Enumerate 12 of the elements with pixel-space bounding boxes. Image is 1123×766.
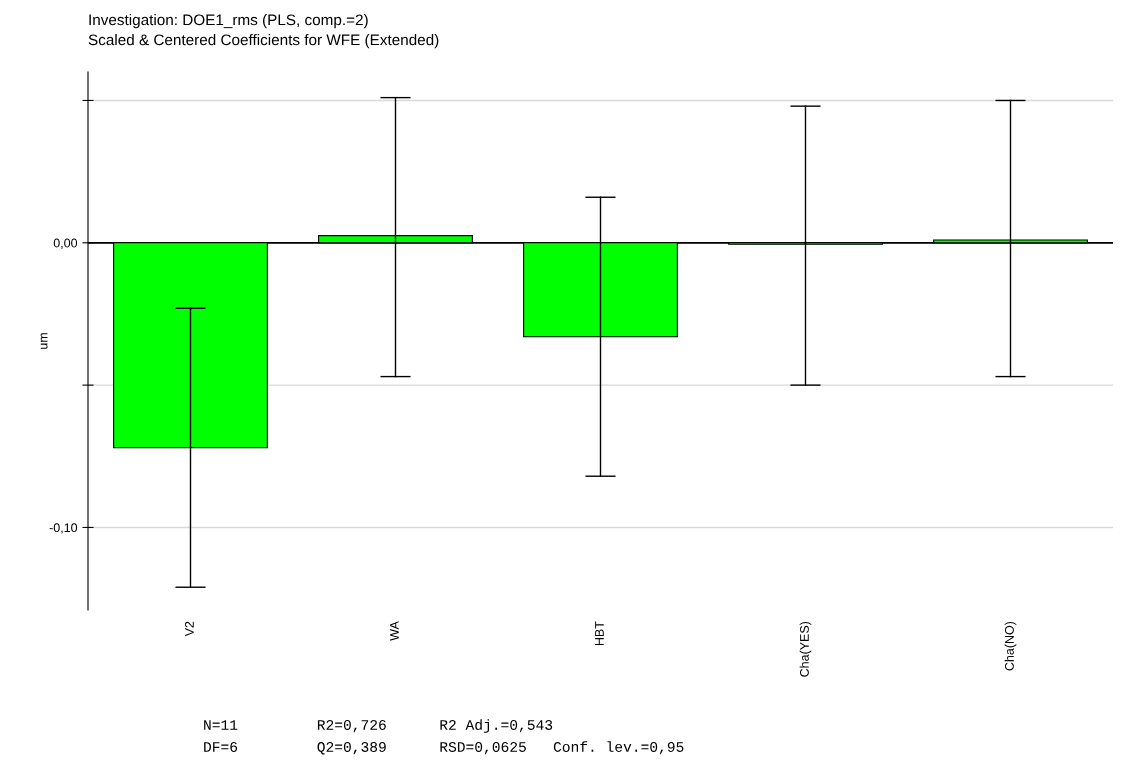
x-tick-label: Cha(YES) xyxy=(799,621,812,677)
chart-subtitle: Scaled & Centered Coefficients for WFE (Extended) xyxy=(88,34,439,49)
chart-title: Investigation: DOE1_rms (PLS, comp.=2) xyxy=(89,14,368,29)
y-tick-label: 0,00 xyxy=(53,238,78,249)
y-axis-title: um xyxy=(40,333,48,349)
x-tick-label: Cha(NO) xyxy=(1004,621,1017,671)
x-tick-label: WA xyxy=(390,621,399,641)
x-tick-label: HBT xyxy=(595,621,604,646)
x-tick-label: V2 xyxy=(185,621,194,637)
text: N=11 R2=0,726 R2 Adj.=0,543 xyxy=(204,719,553,733)
y-tick-label: -0,10 xyxy=(49,523,78,534)
text: DF=6 Q2=0,389 RSD=0,0625 Conf. lev.=0,95 xyxy=(204,741,684,755)
